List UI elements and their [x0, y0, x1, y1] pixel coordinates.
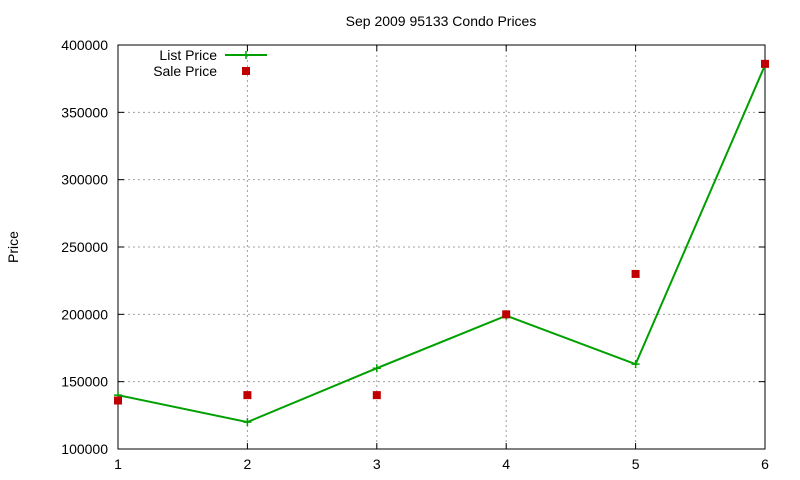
x-tick-label: 3 — [373, 456, 381, 472]
y-tick-label: 200000 — [61, 306, 108, 322]
legend-swatch-sale-price — [242, 67, 250, 75]
chart-title: Sep 2009 95133 Condo Prices — [346, 13, 537, 29]
x-tick-label: 1 — [114, 456, 122, 472]
y-tick-label: 150000 — [61, 374, 108, 390]
y-tick-label: 250000 — [61, 239, 108, 255]
series-layer — [114, 59, 769, 427]
list-price-point — [631, 360, 640, 369]
y-tick-label: 100000 — [61, 441, 108, 457]
sale-price-point — [761, 59, 769, 68]
sale-price-point — [631, 269, 640, 278]
list-price-line — [117, 64, 766, 424]
sale-price-point — [243, 391, 252, 400]
y-axis-label: Price — [5, 231, 21, 263]
legend-marker-list-price — [242, 51, 250, 59]
y-tick-label: 300000 — [61, 172, 108, 188]
grid — [118, 45, 765, 449]
sale-price-point — [372, 391, 381, 400]
plot-frame — [117, 44, 766, 450]
y-tick-label: 350000 — [61, 104, 108, 120]
legend-label-list-price: List Price — [159, 47, 217, 63]
list-price-point — [243, 418, 252, 427]
x-tick-label: 2 — [244, 456, 252, 472]
x-tick-label: 6 — [761, 456, 769, 472]
legend-label-sale-price: Sale Price — [153, 63, 217, 79]
sale-price-point — [502, 310, 511, 319]
x-tick-label: 5 — [632, 456, 640, 472]
sale-price-point — [114, 396, 122, 405]
y-tick-label: 400000 — [61, 37, 108, 53]
x-tick-label: 4 — [502, 456, 510, 472]
list-price-point — [372, 364, 381, 373]
axis-ticks: 1 2 3 4 5 6 100000 150000 200000 250000 300000 3500… — [61, 37, 769, 472]
